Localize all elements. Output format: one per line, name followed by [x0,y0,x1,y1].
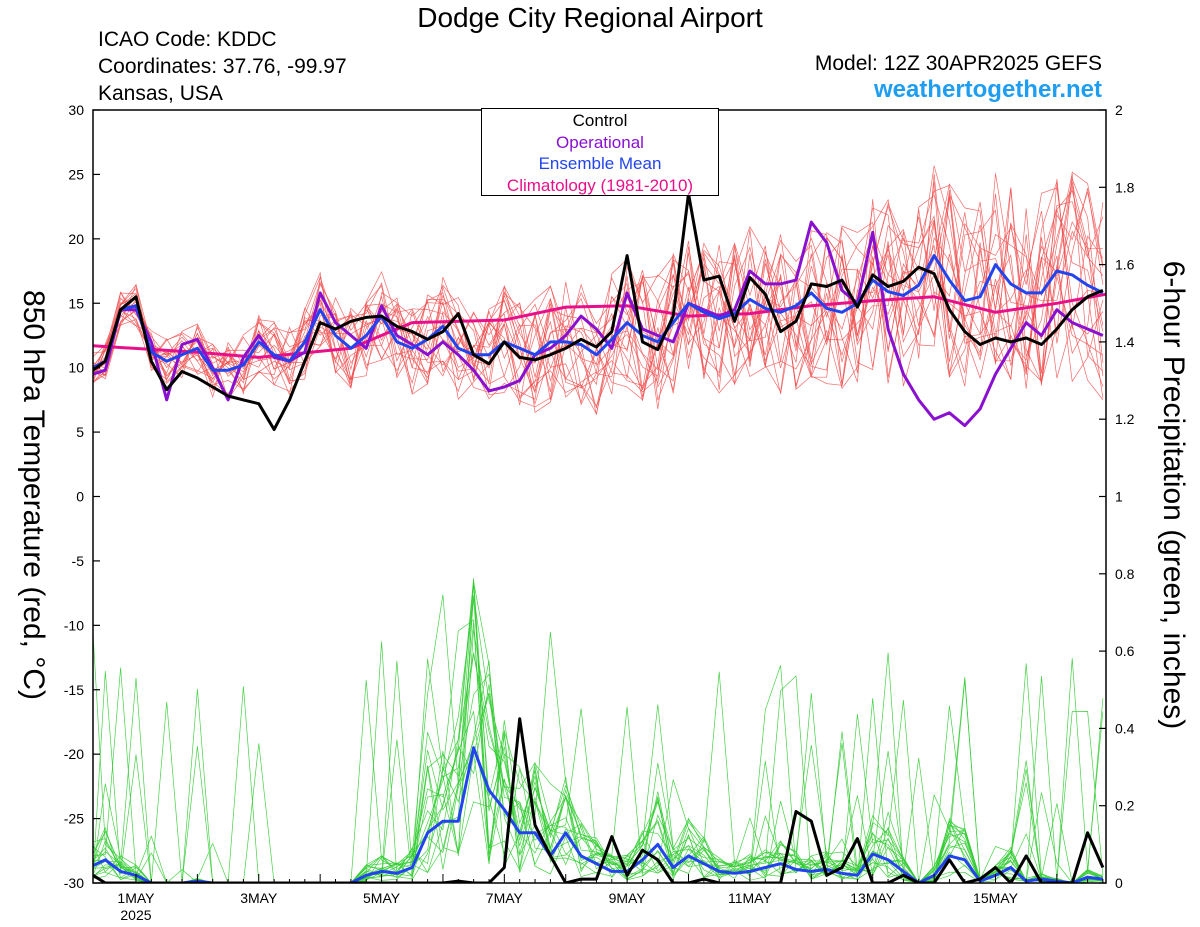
precip-member-line [93,665,1103,883]
y-tick-label-right: 1.8 [1115,179,1135,195]
precip-member-line [93,578,1104,883]
temp-member-line [93,190,1104,415]
precip-member-line [93,595,1104,883]
x-tick-label: 7MAY [486,890,524,906]
website-link[interactable]: weathertogether.net [873,76,1102,103]
y-axis-label-left: 850 hPa Temperature (red, °C) [17,290,50,700]
legend-ensemble-mean: Ensemble Mean [538,154,662,173]
chart-legend: Control Operational Ensemble Mean Climat… [481,108,719,196]
y-tick-label-left: 5 [76,424,84,440]
y-tick-label-left: -25 [64,811,84,827]
y-axis-label-right: 6-hour Precipitation (green, inches) [1157,260,1190,730]
y-tick-label-right: 0.8 [1115,566,1135,582]
y-tick-label-right: 0 [1115,875,1123,891]
y-tick-label-left: -30 [64,875,84,891]
precip-member-line [93,673,1104,883]
temp-member-line [93,173,1104,409]
temp-member-line [93,173,1104,395]
legend-control: Control [572,111,628,130]
y-tick-label-right: 0.4 [1115,720,1135,736]
precip-member-line [93,652,1103,883]
temp-member-line [93,205,1104,395]
temp-member-line [93,173,1104,401]
y-tick-label-right: 1 [1115,489,1123,505]
precip-member-line [93,580,1104,883]
temp-member-line [93,183,1104,389]
y-tick-label-left: -20 [64,746,84,762]
x-tick-label: 5MAY [363,890,401,906]
temp-member-line [93,165,1104,398]
x-tick-label: 9MAY [609,890,647,906]
x-tick-label: 13MAY [850,890,896,906]
temp-member-line [93,193,1104,408]
y-tick-label-left: -5 [72,553,85,569]
y-tick-label-left: -10 [64,617,84,633]
legend-climatology: Climatology (1981-2010) [506,175,694,195]
model-run: Model: 12Z 30APR2025 GEFS [814,52,1102,75]
axes: -30-25-20-15-10-505101520253000.20.40.60… [64,102,1135,923]
temp-member-line [93,193,1104,406]
precip-member-line [93,653,1103,883]
x-tick-label: 15MAY [973,890,1019,906]
precip-member-line [93,652,1104,883]
y-tick-label-right: 0.6 [1115,643,1135,659]
legend-operational: Operational [556,132,644,152]
x-tick-label: 11MAY [728,890,772,906]
precip-member-line [93,599,1103,883]
x-tick-sublabel: 2025 [120,907,151,923]
location: Kansas, USA [98,82,223,105]
y-tick-label-right: 1.2 [1115,411,1135,427]
plot-frame [92,109,1107,884]
y-tick-label-right: 2 [1115,102,1123,118]
temp-member-line [93,189,1103,383]
y-tick-label-left: 20 [68,231,84,247]
x-tick-label: 1MAY [117,890,155,906]
y-tick-label-left: 0 [76,489,84,505]
coordinates: Coordinates: 37.76, -99.97 [98,55,347,78]
precip-member-line [93,684,1104,883]
temp-member-line [93,181,1104,401]
ensemble-members [93,165,1104,883]
precip-member-line [93,581,1104,883]
page-title: Dodge City Regional Airport [417,2,763,33]
icao-code: ICAO Code: KDDC [98,28,277,51]
temp-member-line [93,187,1104,406]
ensemble-mean-line [93,254,1104,372]
y-tick-label-right: 1.4 [1115,334,1135,350]
y-tick-label-left: 15 [68,295,84,311]
y-tick-label-right: 0.2 [1115,798,1135,814]
operational-line [93,220,1104,428]
y-tick-label-left: 25 [68,166,84,182]
control-line [93,192,1104,431]
y-tick-label-left: -15 [64,682,84,698]
y-tick-label-left: 10 [68,360,84,376]
y-tick-label-left: 30 [68,102,84,118]
y-tick-label-right: 1.6 [1115,257,1135,273]
x-tick-label: 3MAY [240,890,278,906]
precip-member-line [93,581,1103,883]
